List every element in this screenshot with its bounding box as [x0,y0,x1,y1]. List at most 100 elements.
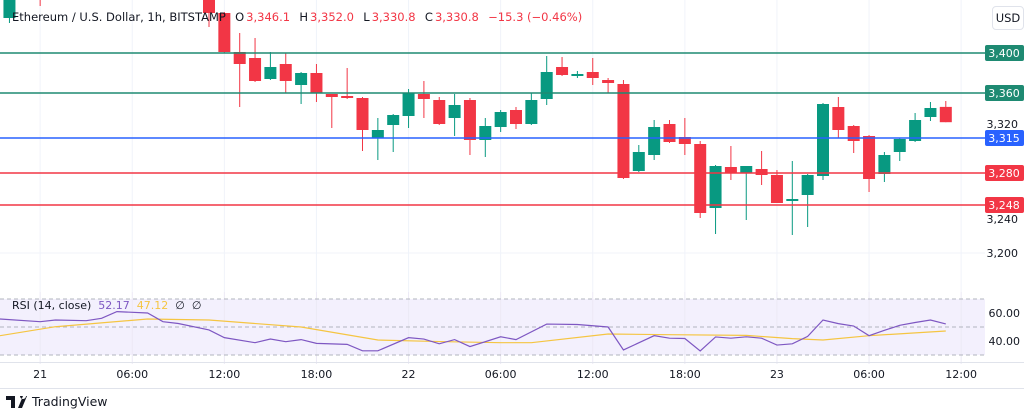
price-line-label: 3,360 [988,87,1020,100]
candle-body [433,100,446,124]
tradingview-brand[interactable]: TradingView [6,394,108,409]
candle-body [694,144,707,213]
candle-body [218,13,231,52]
candle-body [371,130,384,138]
candle-body [264,67,277,79]
candle-body [724,167,737,173]
time-axis-label: 06:00 [116,368,149,381]
candle-body [648,127,661,155]
rsi-ma-value: 47.12 [136,299,169,312]
candle-body [356,98,369,130]
candle-body [878,155,891,174]
candle-body [786,199,799,201]
time-axis-label: 12:00 [576,368,609,381]
price-line-label: 3,315 [988,132,1020,145]
rsi-axis-tick: 40.00 [989,335,1021,348]
candle-body [924,108,937,117]
candle-body [663,124,676,142]
candle-body [479,126,492,140]
time-axis-label: 18:00 [300,368,333,381]
tradingview-logo-icon [6,395,27,408]
candle-body [540,72,553,99]
price-axis-tick: 3,320 [987,118,1019,131]
candle-body [3,0,16,18]
candle-body [740,166,753,173]
candle-body [571,74,584,76]
candle-body [556,67,569,75]
rsi-axis-tick: 60.00 [989,307,1021,320]
time-axis-divider [0,362,1024,363]
time-axis-label: 06:00 [853,368,885,381]
candle-body [602,80,615,83]
rsi-pane[interactable]: 60.00 40.00 [0,292,1024,364]
price-line-label-bg [985,85,1024,101]
candle-body [770,175,783,203]
change-value: −15.3 (−0.46%) [488,10,583,24]
time-axis-label: 18:00 [668,368,701,381]
price-axis-tick: 3,200 [987,247,1019,260]
close-label: C [424,10,433,24]
candle-body [325,94,338,97]
candle-body [295,73,308,85]
time-axis-label: 12:00 [945,368,977,381]
time-axis-label: 06:00 [484,368,517,381]
rsi-extra-2: ∅ [191,299,202,312]
time-axis-label: 22 [401,368,416,381]
price-axis-tick: 3,240 [987,213,1019,226]
rsi-extra-1: ∅ [175,299,185,312]
rsi-value: 52.17 [98,299,130,312]
candle-body [632,152,645,171]
currency-button[interactable]: USD [992,6,1024,30]
price-line-label: 3,248 [988,199,1020,212]
rsi-ma-line [0,318,946,344]
candle-body [586,72,599,78]
candle-body [832,107,845,130]
candles [3,0,952,235]
candle-body [494,112,507,127]
low-label: L [363,10,370,24]
open-value: 3,346.1 [246,10,291,24]
candle-body [817,104,829,176]
candle-body [387,115,400,125]
symbol-title: Ethereum / U.S. Dollar, 1h, BITSTAMP [12,10,226,24]
candle-body [402,93,415,116]
rsi-legend: RSI (14, close) 52.17 47.12 ∅ ∅ [12,299,201,312]
open-label: O [235,10,245,24]
price-line-label-bg [985,165,1024,181]
rsi-label: RSI (14, close) [12,299,92,312]
candle-body [417,94,430,99]
price-line-label-bg [985,130,1024,146]
candle-body [510,110,522,124]
rsi-line [0,310,946,352]
time-axis-label: 12:00 [208,368,241,381]
candle-body [863,136,876,179]
candle-body [249,58,262,81]
price-chart[interactable]: 3,320 3,240 3,200 3,400 3,360 3,315 3,280 3,248 [0,0,1024,292]
candle-body [448,105,461,118]
low-value: 3,330.8 [371,10,416,24]
candle-body [939,106,952,123]
time-axis-label: 21 [33,368,48,381]
footer-divider [0,388,1024,389]
symbol-legend: Ethereum / U.S. Dollar, 1h, BITSTAMP O 3,… [12,10,584,24]
candle-body [203,0,215,13]
candle-body [525,100,538,124]
high-label: H [299,10,309,24]
candle-body [893,139,906,152]
candle-body [233,52,246,64]
price-line-label-bg [985,45,1024,61]
candle-body [801,175,814,195]
candle-body [310,73,323,93]
brand-label: TradingView [32,394,108,409]
candle-body [617,84,630,178]
candle-body [463,100,476,140]
candle-body [709,166,722,208]
candle-body [279,64,292,81]
close-value: 3,330.8 [434,10,479,24]
candle-body [755,169,768,175]
high-value: 3,352.0 [310,10,354,24]
price-line-label: 3,400 [988,47,1020,60]
candle-body [341,96,354,98]
price-line-label-bg [985,197,1024,213]
price-line-label: 3,280 [988,167,1020,180]
